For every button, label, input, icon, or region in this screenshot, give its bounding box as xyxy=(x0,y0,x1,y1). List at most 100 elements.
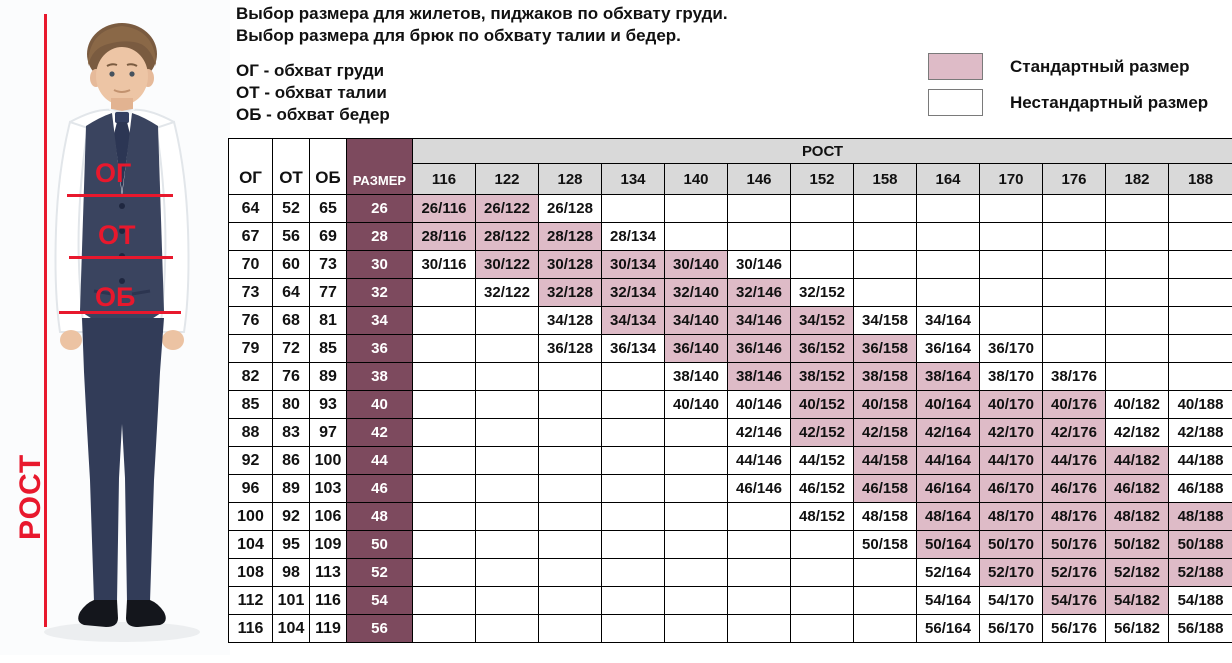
empty-cell xyxy=(727,614,791,643)
empty-cell xyxy=(664,586,728,615)
standard-size-cell: 40/170 xyxy=(979,390,1043,419)
standard-size-cell: 46/176 xyxy=(1042,474,1106,503)
waist-value: 83 xyxy=(272,418,310,447)
empty-cell xyxy=(853,558,917,587)
nonstandard-size-cell: 44/188 xyxy=(1167,446,1232,475)
empty-cell xyxy=(664,446,728,475)
standard-size-cell: 54/176 xyxy=(1042,586,1106,615)
empty-cell xyxy=(790,558,854,587)
nonstandard-size-cell: 30/146 xyxy=(727,250,791,279)
nonstandard-size-cell: 36/164 xyxy=(916,334,980,363)
empty-cell xyxy=(538,474,602,503)
empty-cell xyxy=(664,418,728,447)
standard-size-cell: 46/182 xyxy=(1105,474,1169,503)
empty-cell xyxy=(412,558,476,587)
empty-cell xyxy=(727,558,791,587)
empty-cell xyxy=(979,250,1043,279)
height-column-header: 140 xyxy=(664,163,728,195)
empty-cell xyxy=(475,362,539,391)
standard-size-cell: 48/188 xyxy=(1167,502,1232,531)
chest-value: 104 xyxy=(228,530,273,559)
standard-size-cell: 44/164 xyxy=(916,446,980,475)
definition-og: ОГ - обхват груди xyxy=(236,61,385,80)
size-row: 85 80 93 40 40/140 40/146 40/152 40/158 40/164 40… xyxy=(228,390,1232,419)
boy-illustration xyxy=(0,0,230,655)
nonstandard-size-cell: 40/140 xyxy=(664,390,728,419)
nonstandard-size-cell: 52/164 xyxy=(916,558,980,587)
size-row: 73 64 77 32 32/122 32/128 32/134 32/140 32/146 32… xyxy=(228,278,1232,307)
col-header-ob: ОБ xyxy=(309,138,347,195)
empty-cell xyxy=(601,390,665,419)
nonstandard-size-cell: 48/158 xyxy=(853,502,917,531)
empty-cell xyxy=(664,558,728,587)
empty-cell xyxy=(1042,334,1106,363)
waist-value: 68 xyxy=(272,306,310,335)
chest-value: 116 xyxy=(228,614,273,643)
empty-cell xyxy=(475,502,539,531)
nonstandard-size-cell: 36/134 xyxy=(601,334,665,363)
height-column-header: 164 xyxy=(916,163,980,195)
nonstandard-size-cell: 54/188 xyxy=(1167,586,1232,615)
nonstandard-size-cell: 48/152 xyxy=(790,502,854,531)
empty-cell xyxy=(664,474,728,503)
standard-size-cell: 42/164 xyxy=(916,418,980,447)
chest-value: 82 xyxy=(228,362,273,391)
nonstandard-size-cell: 42/146 xyxy=(727,418,791,447)
size-value: 28 xyxy=(346,222,413,251)
nonstandard-size-cell: 28/134 xyxy=(601,222,665,251)
standard-size-cell: 52/188 xyxy=(1167,558,1232,587)
waist-value: 101 xyxy=(272,586,310,615)
chest-value: 108 xyxy=(228,558,273,587)
empty-cell xyxy=(538,586,602,615)
nonstandard-size-cell: 54/164 xyxy=(916,586,980,615)
height-measure-line xyxy=(44,14,47,627)
size-row: 64 52 65 26 26/116 26/122 26/128 xyxy=(228,194,1232,223)
standard-size-label: Стандартный размер xyxy=(1010,56,1190,76)
empty-cell xyxy=(853,194,917,223)
hips-value: 73 xyxy=(309,250,347,279)
empty-cell xyxy=(601,474,665,503)
chest-value: 92 xyxy=(228,446,273,475)
empty-cell xyxy=(475,586,539,615)
empty-cell xyxy=(412,362,476,391)
waist-measure-line xyxy=(69,256,173,259)
standard-size-cell: 40/152 xyxy=(790,390,854,419)
size-row: 108 98 113 52 52/164 52/170 52/176 52/182 52/188 xyxy=(228,558,1232,587)
standard-size-cell: 48/170 xyxy=(979,502,1043,531)
col-header-size: РАЗМЕР xyxy=(346,138,413,195)
empty-cell xyxy=(727,530,791,559)
legend-row-standard: Стандартный размер xyxy=(928,53,1208,80)
size-row: 79 72 85 36 36/128 36/134 36/140 36/146 36/152 36… xyxy=(228,334,1232,363)
height-column-header: 128 xyxy=(538,163,602,195)
waist-value: 86 xyxy=(272,446,310,475)
empty-cell xyxy=(1167,306,1232,335)
standard-size-cell: 44/158 xyxy=(853,446,917,475)
standard-size-cell: 46/158 xyxy=(853,474,917,503)
nonstandard-size-cell: 56/170 xyxy=(979,614,1043,643)
empty-cell xyxy=(1105,362,1169,391)
empty-cell xyxy=(412,278,476,307)
empty-cell xyxy=(412,306,476,335)
nonstandard-size-label: Нестандартный размер xyxy=(1010,92,1209,112)
hips-value: 109 xyxy=(309,530,347,559)
empty-cell xyxy=(727,222,791,251)
legend: Стандартный размер Нестандартный размер xyxy=(928,53,1208,125)
empty-cell xyxy=(853,250,917,279)
empty-cell xyxy=(790,530,854,559)
empty-cell xyxy=(664,194,728,223)
empty-cell xyxy=(727,586,791,615)
waist-value: 92 xyxy=(272,502,310,531)
empty-cell xyxy=(1105,222,1169,251)
empty-cell xyxy=(727,502,791,531)
empty-cell xyxy=(664,502,728,531)
standard-size-cell: 28/122 xyxy=(475,222,539,251)
standard-size-cell: 32/134 xyxy=(601,278,665,307)
empty-cell xyxy=(790,614,854,643)
empty-cell xyxy=(1105,306,1169,335)
chest-value: 88 xyxy=(228,418,273,447)
standard-size-cell: 42/152 xyxy=(790,418,854,447)
empty-cell xyxy=(538,614,602,643)
hips-value: 97 xyxy=(309,418,347,447)
hips-value: 113 xyxy=(309,558,347,587)
empty-cell xyxy=(1105,250,1169,279)
